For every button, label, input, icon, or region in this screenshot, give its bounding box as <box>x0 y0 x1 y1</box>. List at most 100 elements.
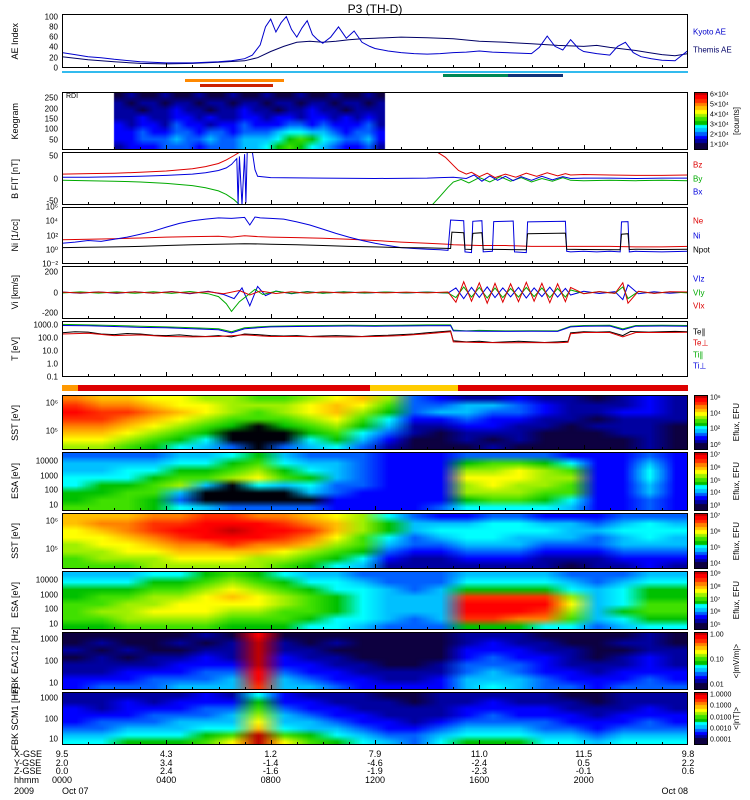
cb-tick-label: 10⁴ <box>710 410 721 418</box>
sst_ion-spectrogram <box>62 395 688 450</box>
x-tick-label: 0000 <box>51 774 73 785</box>
x-tick-mark <box>661 508 663 510</box>
x-tick-mark <box>322 447 324 449</box>
cb-tick-label: 10⁵ <box>710 621 721 629</box>
x-tick-mark <box>348 742 350 744</box>
flags-bar <box>62 385 78 391</box>
series-Ti-perp <box>62 325 688 334</box>
x-tick-mark <box>88 742 90 744</box>
footer-value: -0.1 <box>575 766 592 776</box>
x-tick-mark <box>375 506 376 510</box>
x-tick-mark <box>453 687 455 689</box>
cb-tick-label: 0.0100 <box>710 714 732 721</box>
x-tick-mark <box>401 316 403 318</box>
panel-bfit-box <box>62 152 688 205</box>
x-tick-mark <box>531 566 533 568</box>
x-tick-mark <box>296 508 298 510</box>
series-label: Ne <box>693 216 704 226</box>
y-tick-label: 10000 <box>35 575 58 585</box>
x-tick-mark <box>322 261 324 263</box>
x-tick-mark <box>166 506 168 510</box>
series-label: Bx <box>693 187 703 197</box>
cb-tick-label: 10⁶ <box>710 528 721 536</box>
footer-value: -1.9 <box>367 766 383 776</box>
x-tick-mark <box>244 202 246 204</box>
x-tick-mark <box>348 447 350 449</box>
x-tick-mark <box>244 627 246 629</box>
esa_ele-cb-label: Eflux, EFU <box>724 571 748 630</box>
x-tick-mark <box>270 200 272 204</box>
x-tick-mark <box>322 742 324 744</box>
x-tick-mark <box>609 508 611 510</box>
cb-tick-label: 10⁰ <box>710 442 721 449</box>
y-tick-label: 0.1 <box>46 372 58 382</box>
series-label: Ti⊥ <box>693 361 707 371</box>
x-tick-mark <box>557 687 559 689</box>
x-tick-mark <box>244 687 246 689</box>
y-tick-label: 60 <box>49 32 58 42</box>
x-tick-mark <box>427 261 429 263</box>
series-label: VIx <box>693 301 705 311</box>
x-tick-mark <box>322 316 324 318</box>
sst_ele-ylabel: SST [eV] <box>2 513 28 569</box>
x-tick-mark <box>375 740 376 744</box>
y-tick-label: 1000 <box>40 634 58 644</box>
cb-tick-label: 1.0000 <box>710 691 732 699</box>
esa_ion-cb-label: Eflux, EFU <box>724 452 748 511</box>
cb-tick-label: 10⁸ <box>710 583 721 591</box>
x-tick-mark <box>270 564 272 568</box>
x-tick-mark <box>218 566 220 568</box>
sst_ele-spectrogram <box>62 513 688 569</box>
x-tick-mark <box>114 566 116 568</box>
x-tick-mark <box>505 374 507 376</box>
x-tick-mark <box>427 147 429 149</box>
x-tick-mark <box>479 200 481 204</box>
x-tick-mark <box>635 627 637 629</box>
x-tick-mark <box>88 202 90 204</box>
series-Ni <box>62 216 688 254</box>
x-tick-mark <box>322 374 324 376</box>
x-tick-mark <box>401 627 403 629</box>
cb-tick-label: 10⁷ <box>710 512 721 520</box>
y-tick-label: 10⁶ <box>45 202 58 212</box>
x-tick-mark <box>479 372 481 376</box>
panel-fbk_s-box <box>62 692 688 745</box>
footer-value: 11.0 <box>470 749 488 759</box>
footer-value: 0.6 <box>681 766 695 776</box>
date-right: Oct 08 <box>661 786 688 796</box>
esa_ion-ylabel: ESA [eV] <box>2 452 28 511</box>
x-tick-mark <box>609 65 611 67</box>
x-tick-mark <box>88 687 90 689</box>
x-tick-mark <box>270 372 272 376</box>
x-tick-mark <box>479 740 481 744</box>
x-tick-mark <box>557 447 559 449</box>
series-Ti-para <box>62 323 688 333</box>
x-tick-mark <box>218 742 220 744</box>
x-tick-mark <box>244 147 246 149</box>
cb-tick-label: 10⁶ <box>710 608 721 616</box>
cb-tick-label: 1×10⁴ <box>710 141 729 149</box>
x-tick-mark <box>322 627 324 629</box>
x-tick-mark <box>140 147 142 149</box>
series-Npot <box>62 231 688 251</box>
y-tick-label: 100.0 <box>37 333 58 343</box>
x-tick-mark <box>114 687 116 689</box>
x-tick-mark <box>635 508 637 510</box>
fbk_e-cb-label-text: <|mV/m|> <box>731 643 741 679</box>
x-tick-mark <box>322 147 324 149</box>
series-Kyoto AE <box>62 15 688 64</box>
x-tick-mark <box>166 372 168 376</box>
date-left: Oct 07 <box>62 786 89 796</box>
x-tick-mark <box>557 316 559 318</box>
x-tick-mark <box>479 685 481 689</box>
x-tick-mark <box>375 63 376 67</box>
x-tick-mark <box>140 627 142 629</box>
panel-ae-box <box>62 14 688 68</box>
footer-row-label: X-GSE <box>14 749 43 759</box>
ni-line-chart <box>62 216 688 254</box>
flags-bar <box>369 385 459 391</box>
temp-ylabel: T [eV] <box>2 321 28 377</box>
x-tick-mark <box>322 508 324 510</box>
keogram-ylabel: Keogram <box>2 92 28 150</box>
x-tick-mark <box>479 314 481 318</box>
